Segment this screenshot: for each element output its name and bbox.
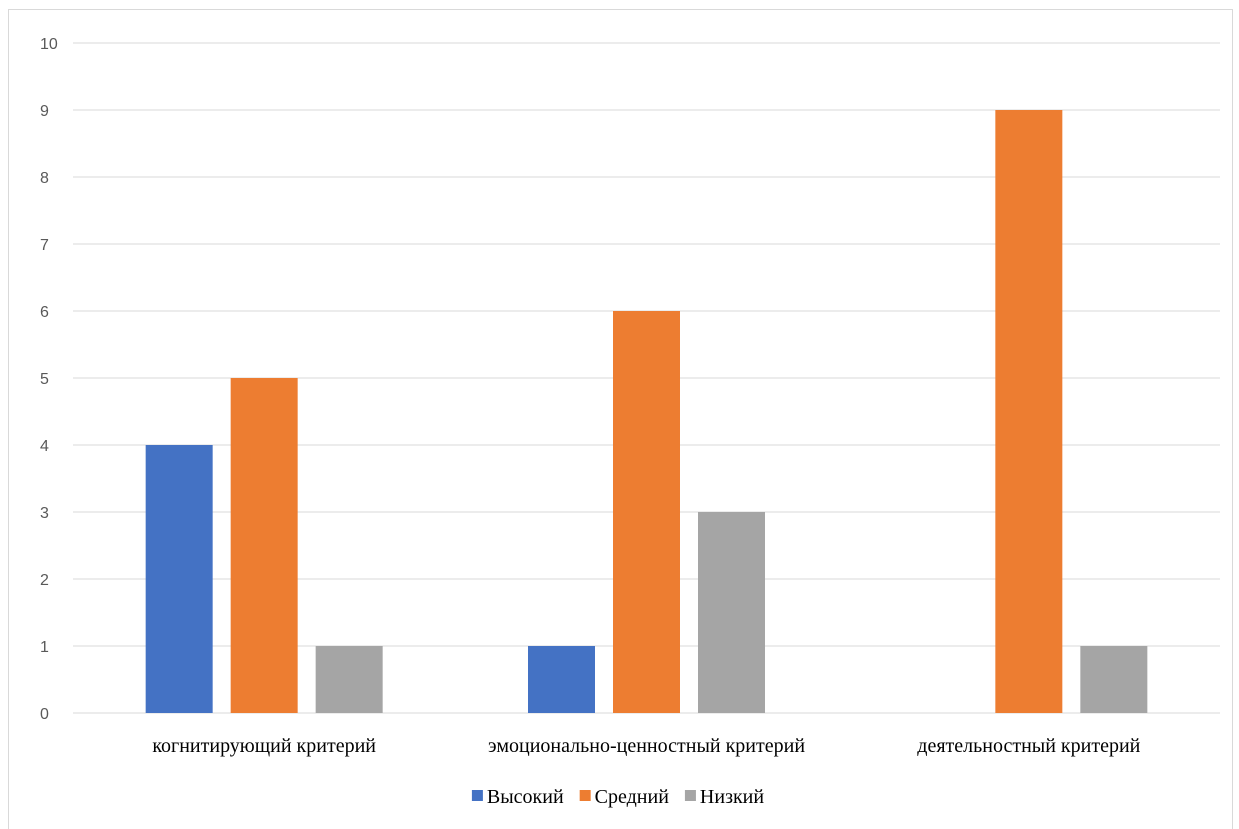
y-tick-label: 3 — [40, 505, 49, 522]
bar-средний — [995, 110, 1063, 713]
legend-label: Низкий — [700, 786, 764, 808]
y-tick-label: 9 — [40, 103, 49, 120]
x-category-label: когнитирующий критерий — [152, 735, 376, 757]
bar-высокий — [528, 646, 595, 713]
y-tick-label: 0 — [40, 706, 49, 723]
bar-высокий — [145, 445, 213, 713]
y-tick-label: 1 — [40, 639, 49, 656]
x-category-label: эмоционально-ценностный критерий — [488, 735, 805, 757]
bar-средний — [230, 378, 298, 713]
bar-средний — [613, 311, 680, 713]
y-tick-label: 2 — [40, 572, 49, 589]
bar-низкий — [1080, 646, 1148, 713]
bar-низкий — [315, 646, 383, 713]
x-axis-labels: когнитирующий критерий эмоционально-ценно… — [152, 735, 1140, 757]
y-tick-label: 10 — [40, 36, 58, 53]
bar-низкий — [698, 512, 765, 713]
y-tick-label: 8 — [40, 170, 49, 187]
y-axis-ticks: 0 1 2 3 4 5 6 7 8 9 10 — [40, 36, 58, 723]
y-tick-label: 6 — [40, 304, 49, 321]
legend: Высокий Средний Низкий — [471, 786, 764, 808]
legend-swatch — [471, 790, 483, 801]
legend-swatch — [684, 790, 696, 801]
x-category-label: деятельностный критерий — [917, 735, 1140, 757]
y-tick-label: 4 — [40, 438, 49, 455]
legend-label: Высокий — [487, 786, 564, 808]
legend-label: Средний — [595, 786, 670, 808]
y-tick-label: 7 — [40, 237, 49, 254]
bars — [145, 110, 1148, 713]
legend-swatch — [579, 790, 591, 801]
y-tick-label: 5 — [40, 371, 49, 388]
